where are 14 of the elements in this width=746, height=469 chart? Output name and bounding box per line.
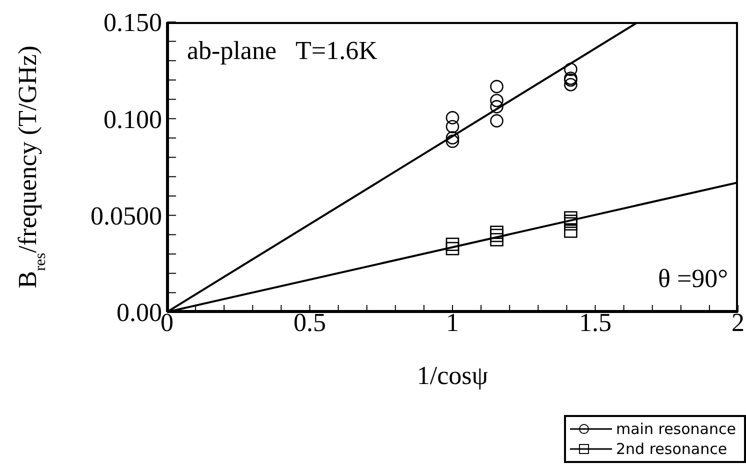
x-tick-label: 0.5 <box>294 308 326 337</box>
legend-label: 2nd resonance <box>616 440 728 458</box>
x-axis-title: 1/cosψ <box>416 361 488 390</box>
annotation: θ =90° <box>658 264 728 294</box>
y-tick-label: 0.00 <box>116 298 162 328</box>
x-tick-label: 1 <box>446 308 459 337</box>
x-tick-label: 1.5 <box>579 308 612 337</box>
x-tick-label: 0 <box>160 308 174 337</box>
x-tick-label: 2 <box>732 308 744 337</box>
y-tick-label: 0.100 <box>104 104 162 134</box>
y-tick-label: 0.150 <box>104 8 162 38</box>
legend-label: main resonance <box>616 420 736 438</box>
y-tick-label: 0.0500 <box>90 202 162 231</box>
annotation: ab-plane T=1.6K <box>187 36 378 66</box>
